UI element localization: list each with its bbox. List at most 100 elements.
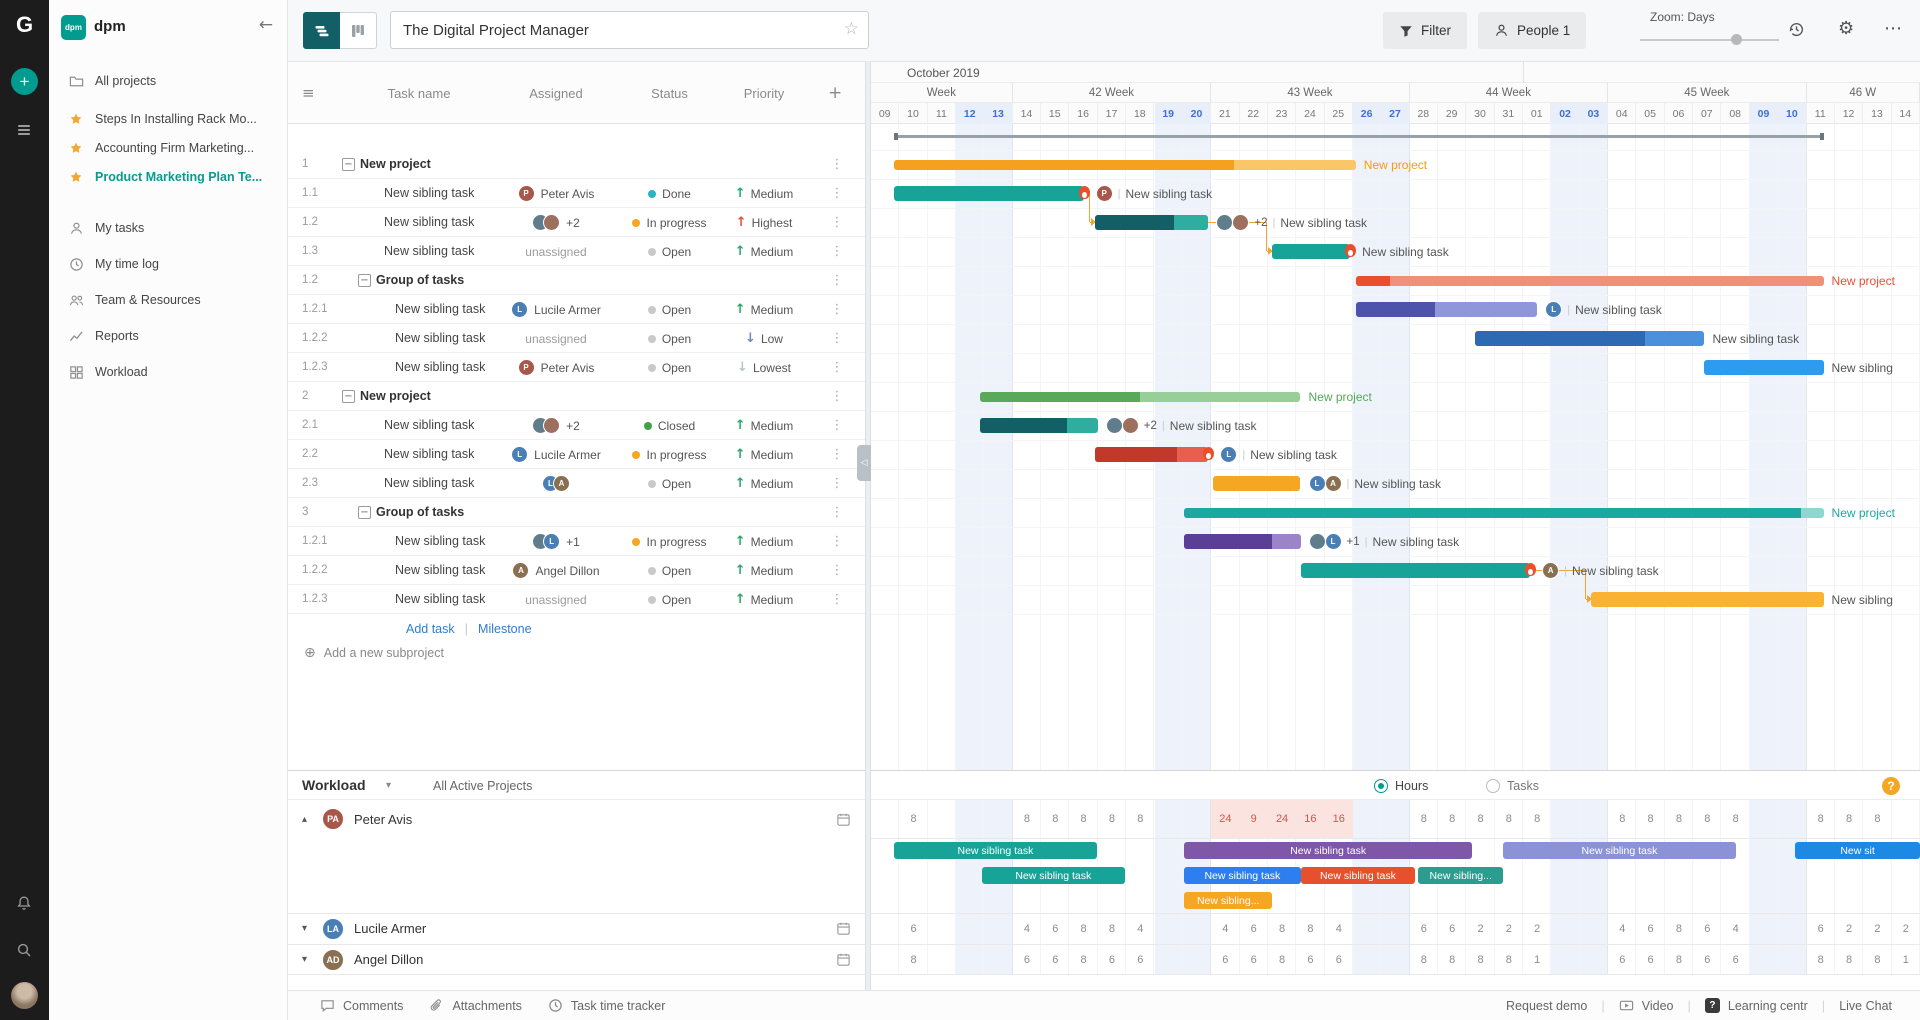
tasks-radio[interactable] (1486, 779, 1500, 793)
workload-member-row[interactable]: ▾ AD Angel Dillon (288, 944, 865, 975)
table-row[interactable]: 2.3 New sibling task L A Open ↑ Medium ⋮ (288, 469, 865, 498)
table-row[interactable]: 2.1 New sibling task +2 Closed ↑ Medium ⋮ (288, 411, 865, 440)
calendar-icon[interactable] (836, 921, 851, 936)
sidebar-item-all-projects[interactable]: All projects (49, 66, 288, 96)
search-icon[interactable] (16, 942, 32, 958)
sidebar-item-accounting-firm-marketing[interactable]: Accounting Firm Marketing... (49, 133, 288, 163)
settings-gear-icon[interactable]: ⚙ (1838, 18, 1855, 39)
column-header-priority[interactable]: Priority (743, 85, 785, 101)
zoom-slider[interactable] (1640, 34, 1779, 45)
table-row[interactable]: 1.2.3 New sibling task unassigned Open ↑ Medi… (288, 585, 865, 614)
collapse-toggle[interactable]: − (342, 390, 355, 403)
zoom-slider-knob[interactable] (1731, 34, 1742, 45)
row-menu-icon[interactable]: ⋮ (830, 592, 844, 607)
table-row[interactable]: 2 − New project ⋮ (288, 382, 865, 411)
gantt-task-bar[interactable] (1704, 360, 1824, 375)
favorite-star-icon[interactable]: ☆ (843, 19, 859, 39)
workload-project-filter[interactable]: All Active Projects (433, 779, 533, 793)
workload-task-bar[interactable]: New sibling... (1418, 867, 1504, 884)
row-menu-icon[interactable]: ⋮ (830, 476, 844, 491)
statusbar-attachments[interactable]: Attachments (429, 998, 522, 1013)
statusbar-comments[interactable]: Comments (320, 998, 403, 1013)
table-row[interactable]: 1.2 New sibling task +2 In progress ↑ Highest… (288, 208, 865, 237)
sidebar-item-product-marketing-plan-te[interactable]: Product Marketing Plan Te... (49, 162, 288, 192)
table-row[interactable]: 1.2.1 New sibling task L Lucile Armer Open ↑ M… (288, 295, 865, 324)
gantt-task-bar[interactable] (1212, 476, 1301, 491)
gantt-view-button[interactable] (303, 12, 340, 49)
row-settings-icon[interactable]: ≡ (302, 84, 315, 102)
gantt-task-bar[interactable] (1300, 563, 1531, 578)
hours-radio-label[interactable]: Hours (1395, 779, 1429, 793)
workload-task-bar[interactable]: New sibling task (894, 842, 1097, 859)
gantt-summary-bar[interactable] (1355, 275, 1824, 286)
gantt-summary-bar[interactable] (1184, 507, 1824, 518)
board-view-button[interactable] (340, 12, 377, 49)
row-menu-icon[interactable]: ⋮ (830, 389, 844, 404)
gantt-task-bar[interactable] (1355, 302, 1538, 317)
row-menu-icon[interactable]: ⋮ (830, 273, 844, 288)
table-row[interactable]: 2.2 New sibling task L Lucile Armer In progr… (288, 440, 865, 469)
workload-task-bar[interactable]: New sibling task (1300, 867, 1416, 884)
filter-button[interactable]: Filter (1383, 12, 1467, 49)
calendar-icon[interactable] (836, 812, 851, 827)
table-row[interactable]: 1.2.2 New sibling task unassigned Open ↓ Low ⋮ (288, 324, 865, 353)
add-task-link[interactable]: Add task (406, 621, 455, 636)
table-row[interactable]: 1.2 − Group of tasks ⋮ (288, 266, 865, 295)
row-menu-icon[interactable]: ⋮ (830, 186, 844, 201)
collapse-toggle[interactable]: − (358, 506, 371, 519)
statusbar-task-time-tracker[interactable]: Task time tracker (548, 998, 665, 1013)
workload-task-bar[interactable]: New sibling... (1184, 892, 1273, 909)
table-row[interactable]: 1.2.2 New sibling task A Angel Dillon Open ↑ M… (288, 556, 865, 585)
statusbar-video[interactable]: Video (1619, 998, 1673, 1013)
row-menu-icon[interactable]: ⋮ (830, 331, 844, 346)
row-menu-icon[interactable]: ⋮ (830, 505, 844, 520)
user-avatar[interactable] (11, 982, 38, 1009)
workload-task-bar[interactable]: New sibling task (1503, 842, 1736, 859)
row-menu-icon[interactable]: ⋮ (830, 563, 844, 578)
gantt-task-bar[interactable] (1591, 592, 1824, 607)
calendar-icon[interactable] (836, 952, 851, 967)
gantt-summary-bar[interactable] (894, 159, 1356, 170)
row-menu-icon[interactable]: ⋮ (830, 447, 844, 462)
row-menu-icon[interactable]: ⋮ (830, 302, 844, 317)
column-header-assigned[interactable]: Assigned (529, 85, 583, 101)
gantt-task-bar[interactable] (1272, 244, 1351, 259)
table-row[interactable]: 1.3 New sibling task unassigned Open ↑ Medium… (288, 237, 865, 266)
workload-task-bar[interactable]: New sit (1795, 842, 1920, 859)
row-menu-icon[interactable]: ⋮ (830, 418, 844, 433)
collapse-sidebar-icon[interactable]: ← (258, 15, 273, 35)
statusbar-live-chat[interactable]: Live Chat (1839, 999, 1892, 1013)
workload-member-row[interactable]: ▴ PA Peter Avis (288, 800, 865, 838)
gantt-task-bar[interactable] (980, 418, 1098, 433)
gantt-task-bar[interactable] (1184, 534, 1301, 549)
create-new-button[interactable]: + (11, 68, 38, 95)
table-row[interactable]: 1.2.3 New sibling task P Peter Avis Open ↓ Low… (288, 353, 865, 382)
gantt-summary-bar[interactable] (980, 391, 1301, 402)
workload-task-bar[interactable]: New sibling task (1184, 867, 1301, 884)
workload-expand-icon[interactable]: ▴ (302, 813, 308, 825)
row-menu-icon[interactable]: ⋮ (830, 157, 844, 172)
collapse-panel-button[interactable]: ◁ (857, 445, 871, 481)
workload-caret-icon[interactable]: ▾ (386, 780, 392, 791)
gantt-task-bar[interactable] (894, 186, 1084, 201)
add-column-button[interactable]: + (828, 83, 843, 103)
table-row[interactable]: 3 − Group of tasks ⋮ (288, 498, 865, 527)
project-title-input[interactable] (390, 11, 869, 49)
notifications-icon[interactable] (16, 895, 32, 911)
sidebar-item-steps-in-installing-rack-mo[interactable]: Steps In Installing Rack Mo... (49, 104, 288, 134)
tasks-radio-label[interactable]: Tasks (1507, 779, 1539, 793)
help-icon[interactable]: ? (1882, 777, 1900, 795)
hamburger-menu-icon[interactable] (16, 122, 32, 138)
sidebar-item-team-resources[interactable]: Team & Resources (49, 282, 288, 318)
workload-expand-icon[interactable]: ▾ (302, 954, 308, 965)
gantt-task-bar[interactable] (1094, 447, 1209, 462)
statusbar-request-demo[interactable]: Request demo (1506, 999, 1587, 1013)
workload-expand-icon[interactable]: ▾ (302, 923, 308, 934)
column-header-task-name[interactable]: Task name (387, 85, 451, 101)
gantt-task-bar[interactable] (1094, 215, 1209, 230)
table-row[interactable]: 1 − New project ⋮ (288, 150, 865, 179)
hours-radio[interactable] (1374, 779, 1388, 793)
app-logo[interactable]: G (15, 12, 34, 37)
sidebar-item-reports[interactable]: Reports (49, 318, 288, 354)
pane-splitter[interactable]: ◁ (857, 61, 871, 990)
